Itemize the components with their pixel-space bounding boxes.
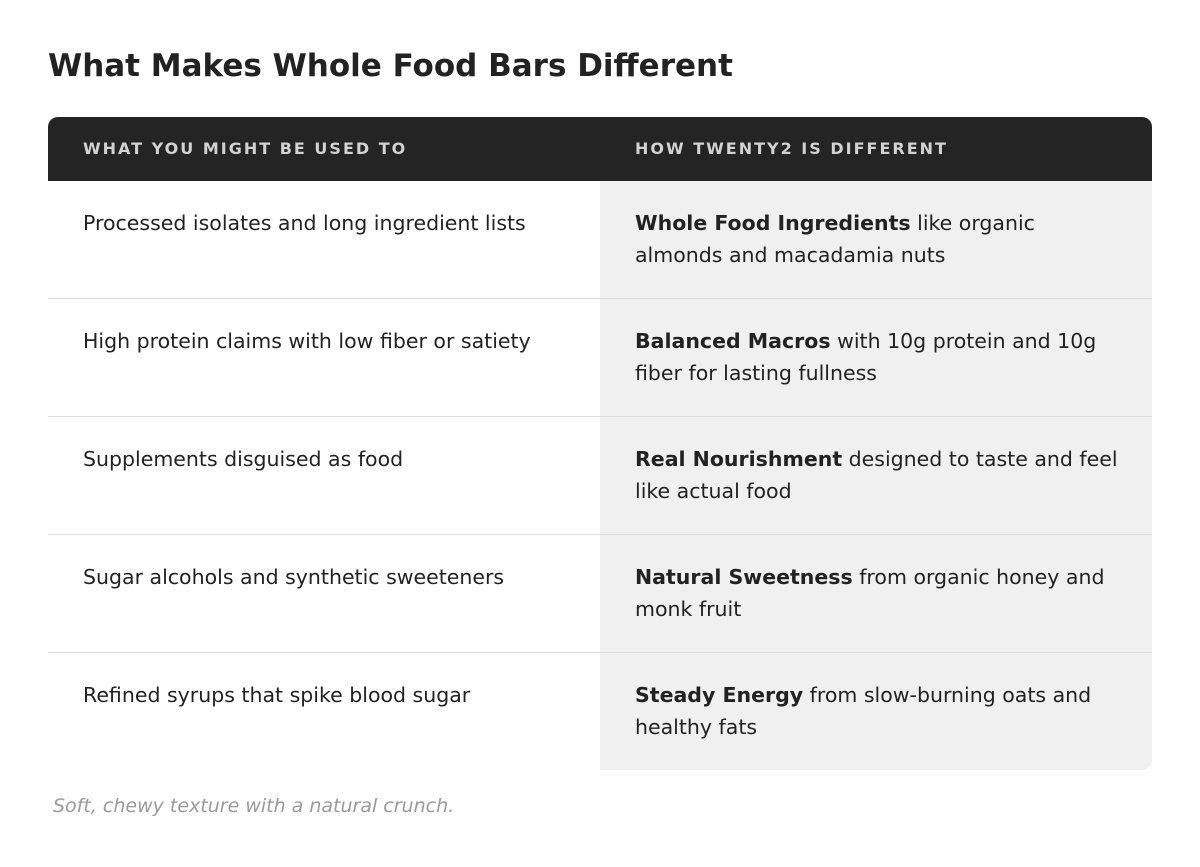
- table-row: Refined syrups that spike blood sugar St…: [48, 652, 1152, 770]
- different-cell: Natural Sweetness from organic honey and…: [600, 535, 1152, 652]
- used-to-cell: Sugar alcohols and synthetic sweeteners: [48, 535, 600, 652]
- used-to-cell: High protein claims with low fiber or sa…: [48, 299, 600, 416]
- column-header-used-to: WHAT YOU MIGHT BE USED TO: [83, 139, 408, 158]
- different-cell-detail: like organic almonds and macadamia nuts: [635, 211, 1035, 267]
- different-cell: Whole Food Ingredients like organic almo…: [600, 181, 1152, 298]
- different-cell: Real Nourishment designed to taste and f…: [600, 417, 1152, 534]
- different-cell: Balanced Macros with 10g protein and 10g…: [600, 299, 1152, 416]
- different-cell-highlight: Balanced Macros: [635, 329, 831, 353]
- different-cell-highlight: Whole Food Ingredients: [635, 211, 911, 235]
- page-title: What Makes Whole Food Bars Different: [48, 48, 733, 84]
- table-row: Supplements disguised as food Real Nouri…: [48, 416, 1152, 534]
- different-cell: Steady Energy from slow-burning oats and…: [600, 653, 1152, 770]
- column-header-twenty2-different: HOW TWENTY2 IS DIFFERENT: [635, 139, 948, 158]
- used-to-cell: Supplements disguised as food: [48, 417, 600, 534]
- used-to-cell: Refined syrups that spike blood sugar: [48, 653, 600, 770]
- table-row: Processed isolates and long ingredient l…: [48, 181, 1152, 298]
- different-cell-detail: from organic honey and monk fruit: [635, 565, 1105, 621]
- table-row: Sugar alcohols and synthetic sweeteners …: [48, 534, 1152, 652]
- table-row: High protein claims with low fiber or sa…: [48, 298, 1152, 416]
- comparison-table: WHAT YOU MIGHT BE USED TO HOW TWENTY2 IS…: [48, 117, 1152, 770]
- different-cell-highlight: Steady Energy: [635, 683, 804, 707]
- different-cell-highlight: Real Nourishment: [635, 447, 843, 471]
- footnote: Soft, chewy texture with a natural crunc…: [53, 795, 455, 817]
- used-to-cell: Processed isolates and long ingredient l…: [48, 181, 600, 298]
- different-cell-detail: with 10g protein and 10g fiber for lasti…: [635, 329, 1097, 385]
- different-cell-detail: from slow-burning oats and healthy fats: [635, 683, 1092, 739]
- different-cell-detail: designed to taste and feel like actual f…: [635, 447, 1118, 503]
- different-cell-highlight: Natural Sweetness: [635, 565, 853, 589]
- table-header: WHAT YOU MIGHT BE USED TO HOW TWENTY2 IS…: [48, 117, 1152, 181]
- corner-mask: [48, 750, 68, 770]
